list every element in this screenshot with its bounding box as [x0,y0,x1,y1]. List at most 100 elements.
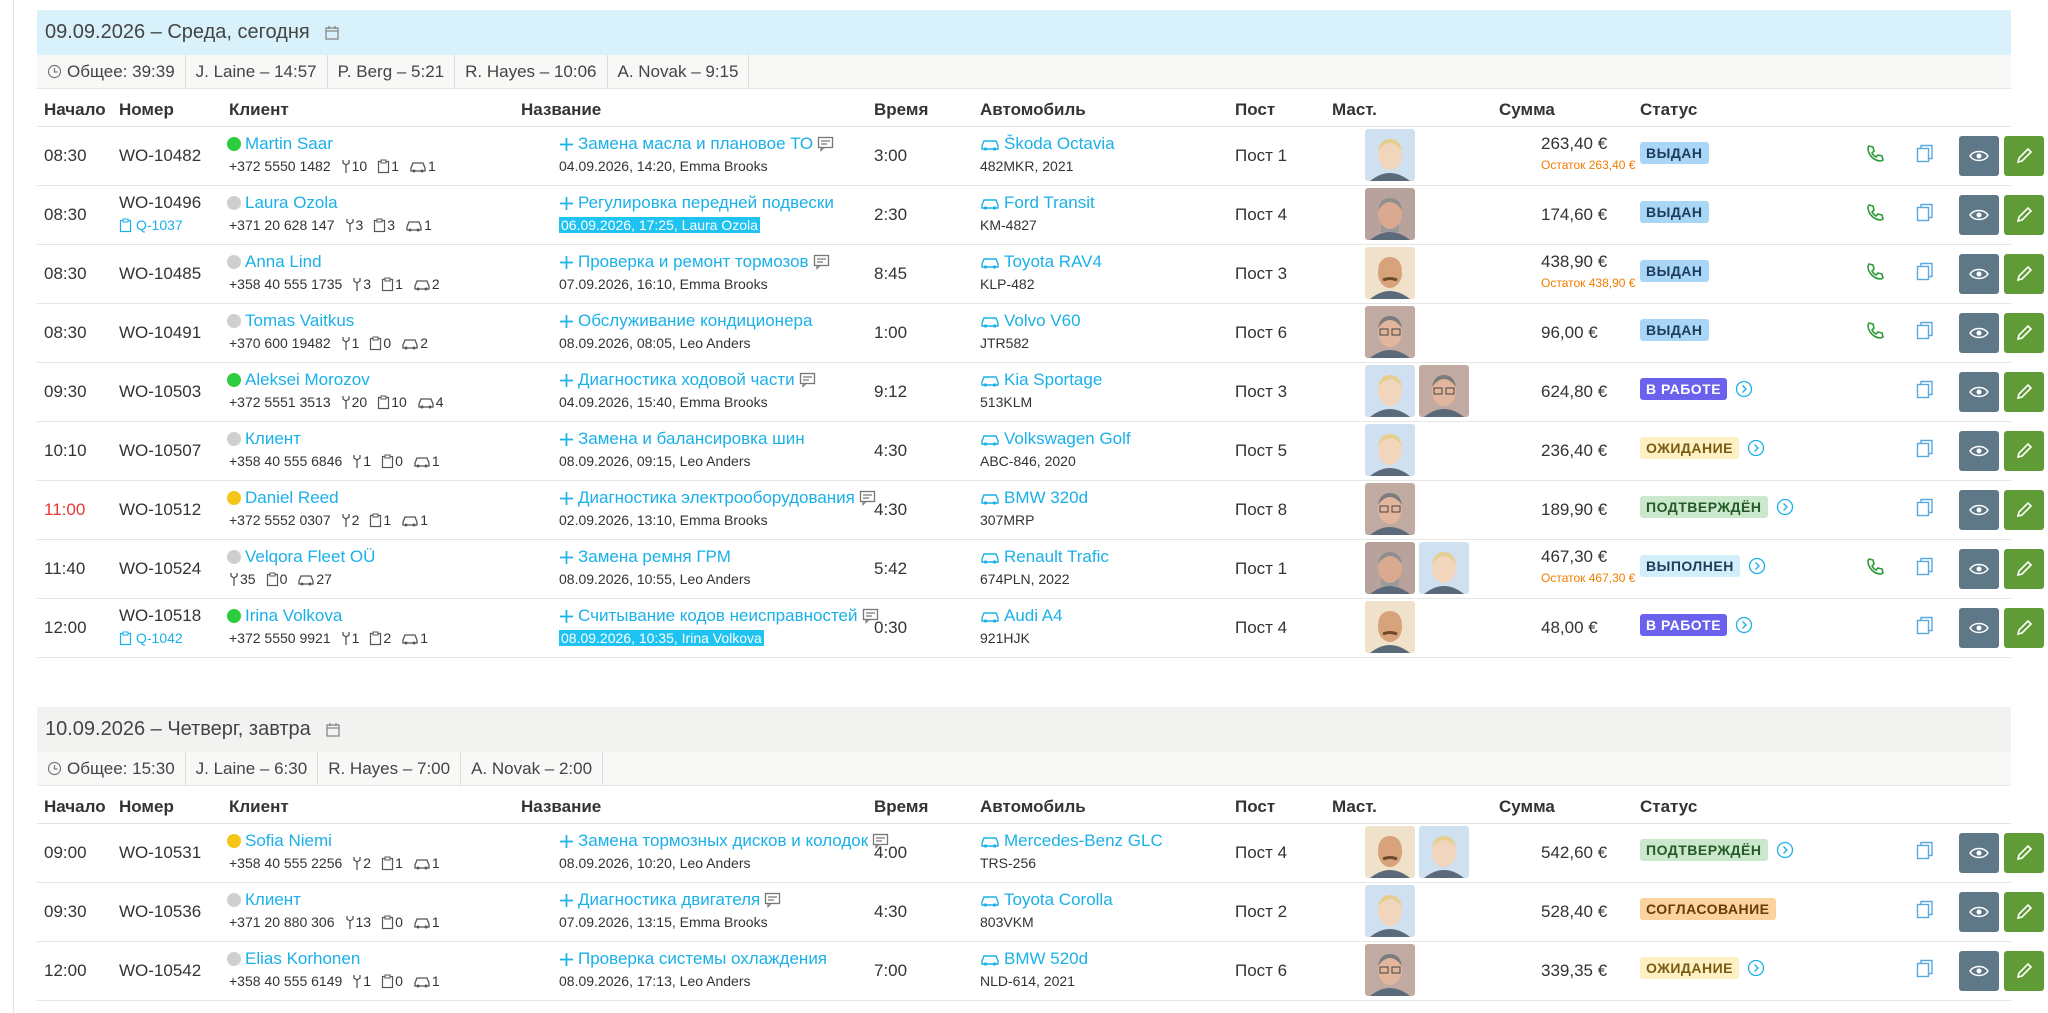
car-name[interactable]: Toyota RAV4 [1004,252,1102,271]
job-title[interactable]: Считывание кодов неисправностей [578,606,858,625]
client-name[interactable]: Aleksei Morozov [245,370,370,389]
job-title[interactable]: Регулировка передней подвески [578,193,834,212]
call-button[interactable] [1865,557,1885,577]
edit-button[interactable] [2004,892,2044,932]
copy-button[interactable] [1916,900,1934,920]
start-cell: 12:00 [44,961,87,981]
edit-button[interactable] [2004,951,2044,991]
job-title[interactable]: Диагностика электрооборудования [578,488,855,507]
car-name[interactable]: Toyota Corolla [1004,890,1113,909]
car-name[interactable]: Volkswagen Golf [1004,429,1131,448]
call-button[interactable] [1865,262,1885,282]
job-title[interactable]: Диагностика ходовой части [578,370,795,389]
client-name[interactable]: Irina Volkova [245,606,343,625]
car-name[interactable]: Ford Transit [1004,193,1095,212]
job-title[interactable]: Проверка и ремонт тормозов [578,252,809,271]
car-plate: NLD-614, 2021 [980,973,1075,989]
copy-button[interactable] [1916,959,1934,979]
job-title[interactable]: Обслуживание кондиционера [578,311,813,330]
car-name[interactable]: Renault Trafic [1004,547,1109,566]
car-name[interactable]: Kia Sportage [1004,370,1103,389]
view-button[interactable] [1959,431,1999,471]
client-name[interactable]: Клиент [245,429,301,448]
car-name[interactable]: Škoda Octavia [1004,134,1115,153]
job-title[interactable]: Проверка системы охлаждения [578,949,828,968]
copy-button[interactable] [1916,321,1934,341]
copy-button[interactable] [1916,841,1934,861]
status-next[interactable] [1776,841,1794,859]
start-cell: 10:10 [44,441,87,461]
job-title[interactable]: Замена масла и плановое ТО [578,134,814,153]
edit-button[interactable] [2004,195,2044,235]
edit-button[interactable] [2004,136,2044,176]
copy-button[interactable] [1916,262,1934,282]
copy-button[interactable] [1916,616,1934,636]
status-next[interactable] [1735,616,1753,634]
view-button[interactable] [1959,892,1999,932]
status-next[interactable] [1747,439,1765,457]
call-button[interactable] [1865,203,1885,223]
status-next[interactable] [1747,959,1765,977]
call-button[interactable] [1865,321,1885,341]
order-number: WO-10536 [119,902,202,921]
edit-button[interactable] [2004,313,2044,353]
car-name[interactable]: Mercedes-Benz GLC [1004,831,1163,850]
view-button[interactable] [1959,254,1999,294]
count: 4 [417,394,444,410]
copy-button[interactable] [1916,439,1934,459]
client-name[interactable]: Martin Saar [245,134,333,153]
client-name[interactable]: Daniel Reed [245,488,339,507]
client-name[interactable]: Клиент [245,890,301,909]
job-title[interactable]: Диагностика двигателя [578,890,761,909]
calendar-icon[interactable] [325,722,341,738]
view-button[interactable] [1959,608,1999,648]
master-avatar [1365,129,1415,186]
client-name[interactable]: Sofia Niemi [245,831,332,850]
client-name[interactable]: Elias Korhonen [245,949,361,968]
view-button[interactable] [1959,490,1999,530]
car-name[interactable]: Volvo V60 [1004,311,1081,330]
job-title[interactable]: Замена ремня ГРМ [578,547,731,566]
view-button[interactable] [1959,313,1999,353]
client-name[interactable]: Velqora Fleet OÜ [245,547,376,566]
view-button[interactable] [1959,833,1999,873]
status-next[interactable] [1735,380,1753,398]
copy-button[interactable] [1916,203,1934,223]
client-info: +370 600 19482 1 0 2 [229,335,428,351]
job-title[interactable]: Замена тормозных дисков и колодок [578,831,869,850]
client-name[interactable]: Anna Lind [245,252,322,271]
copy-button[interactable] [1916,557,1934,577]
car-name[interactable]: BMW 320d [1004,488,1089,507]
count-icon [409,159,427,173]
client-name[interactable]: Tomas Vaitkus [245,311,355,330]
job-title[interactable]: Замена и балансировка шин [578,429,805,448]
status-next[interactable] [1748,557,1766,575]
post: Пост 6 [1235,323,1288,342]
edit-button[interactable] [2004,431,2044,471]
edit-button[interactable] [2004,608,2044,648]
car-name[interactable]: BMW 520d [1004,949,1089,968]
quote-number[interactable]: Q-1042 [136,630,183,646]
view-button[interactable] [1959,549,1999,589]
view-button[interactable] [1959,195,1999,235]
status-cell: ПОДТВЕРЖДЁН [1640,496,1794,518]
plate-cell: ABC-846, 2020 [980,453,1076,469]
call-button[interactable] [1865,144,1885,164]
copy-button[interactable] [1916,498,1934,518]
calendar-icon[interactable] [324,25,340,41]
copy-button[interactable] [1916,380,1934,400]
edit-button[interactable] [2004,833,2044,873]
view-button[interactable] [1959,951,1999,991]
quote-number[interactable]: Q-1037 [136,217,183,233]
edit-button[interactable] [2004,490,2044,530]
edit-button[interactable] [2004,549,2044,589]
view-button[interactable] [1959,136,1999,176]
client-name[interactable]: Laura Ozola [245,193,338,212]
sum: 48,00 € [1541,618,1598,637]
edit-button[interactable] [2004,254,2044,294]
edit-button[interactable] [2004,372,2044,412]
status-next[interactable] [1776,498,1794,516]
view-button[interactable] [1959,372,1999,412]
car-name[interactable]: Audi A4 [1004,606,1063,625]
copy-button[interactable] [1916,144,1934,164]
